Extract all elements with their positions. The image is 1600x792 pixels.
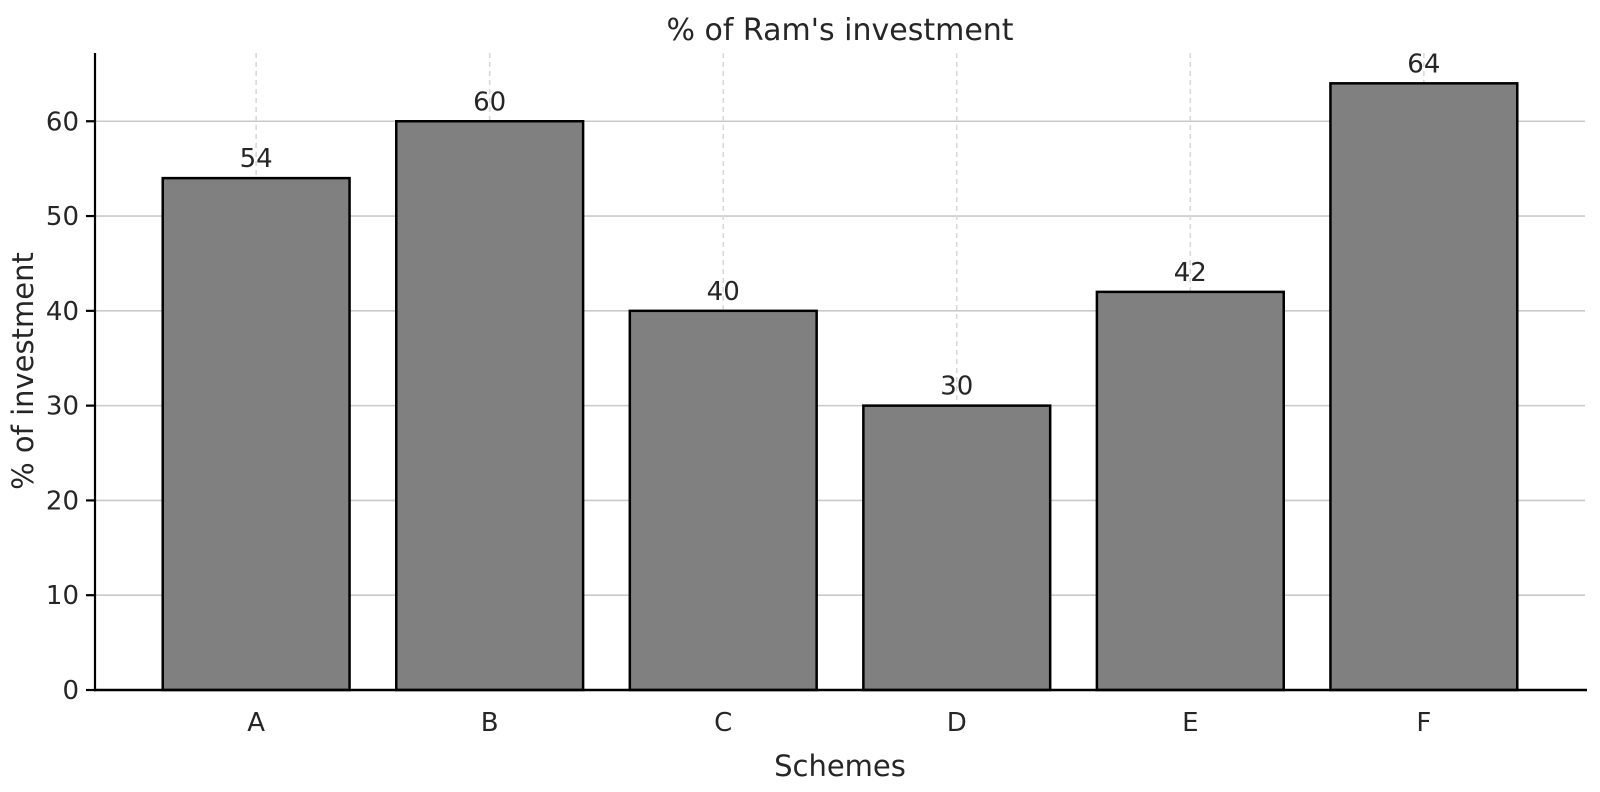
bar-value-label: 42	[1174, 258, 1207, 288]
x-tick-labels: A B C D E F	[247, 708, 1431, 738]
bar-value-label: 30	[940, 372, 973, 402]
y-tick-label: 10	[46, 581, 79, 611]
y-tick-label: 20	[46, 486, 79, 516]
x-tick-label: B	[481, 708, 499, 738]
y-tick-label: 60	[46, 107, 79, 137]
chart-title: % of Ram's investment	[666, 13, 1013, 48]
axes	[86, 53, 1587, 692]
x-tick-label: A	[247, 708, 265, 738]
x-axis-label: Schemes	[774, 749, 906, 783]
x-tick-label: D	[947, 708, 967, 738]
bar-value-label: 60	[473, 87, 506, 117]
bar	[161, 176, 351, 692]
y-tick-label: 40	[46, 297, 79, 327]
y-tick-label: 30	[46, 392, 79, 422]
bar-value-label: 40	[707, 277, 740, 307]
bars	[161, 82, 1519, 692]
y-tick-label: 0	[62, 676, 79, 706]
bar-value-label: 54	[240, 144, 273, 174]
bar	[1329, 82, 1519, 692]
bar	[862, 404, 1052, 692]
y-tick-labels: 0 10 20 30 40 50 60	[46, 107, 79, 706]
bar-value-label: 64	[1407, 49, 1440, 79]
bar	[628, 309, 818, 692]
x-tick-label: C	[714, 708, 732, 738]
bar-value-labels: 54 60 40 30 42 64	[240, 49, 1441, 401]
y-axis-label: % of investment	[6, 252, 40, 490]
x-tick-label: E	[1182, 708, 1198, 738]
x-tick-label: F	[1416, 708, 1431, 738]
y-tick-label: 50	[46, 202, 79, 232]
y-tick-marks	[86, 120, 95, 692]
bar	[395, 120, 585, 692]
bar	[1095, 290, 1285, 692]
